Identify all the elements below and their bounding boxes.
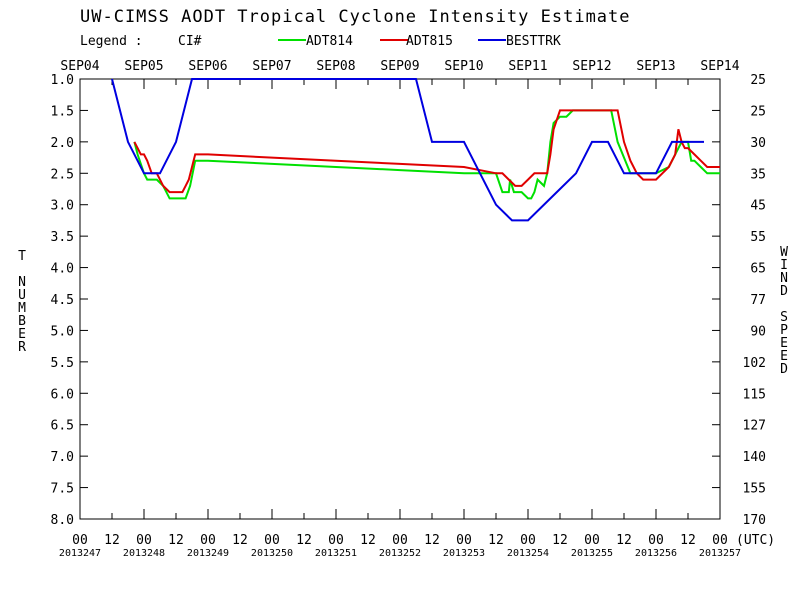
y-tick-label-left: 3.5	[51, 230, 74, 245]
top-date-label: SEP09	[380, 59, 419, 74]
x-tick-label: 12	[232, 533, 248, 548]
x-tick-label: 12	[424, 533, 440, 548]
top-date-label: SEP07	[252, 59, 291, 74]
series-line-besttrk	[111, 78, 704, 222]
x-tick-label: 12	[296, 533, 312, 548]
x-tick-label: 00	[520, 533, 536, 548]
y-tick-label-right: 127	[743, 419, 766, 434]
y-tick-label-right: 77	[750, 293, 766, 308]
julian-date-label: 2013248	[123, 548, 165, 559]
top-date-label: SEP06	[188, 59, 227, 74]
top-date-label: SEP10	[444, 59, 483, 74]
y-axis-left-title: T N U M B E R	[18, 249, 26, 355]
y-tick-label-right: 25	[750, 73, 766, 88]
x-tick-label: 12	[104, 533, 120, 548]
top-date-label: SEP11	[508, 59, 547, 74]
y-tick-label-right: 35	[750, 167, 766, 182]
x-axis-unit: (UTC)	[736, 533, 775, 548]
top-date-label: SEP13	[636, 59, 675, 74]
y-tick-label-left: 7.5	[51, 482, 74, 497]
legend-entry-adt814: ADT814	[306, 34, 353, 49]
y-tick-label-left: 6.5	[51, 419, 74, 434]
julian-date-label: 2013255	[571, 548, 613, 559]
y-tick-label-right: 30	[750, 136, 766, 151]
top-date-label: SEP12	[572, 59, 611, 74]
top-date-label: SEP04	[60, 59, 99, 74]
y-tick-label-left: 2.5	[51, 167, 74, 182]
top-date-label: SEP14	[700, 59, 739, 74]
series-line-adt815	[133, 109, 720, 194]
julian-date-label: 2013249	[187, 548, 229, 559]
x-tick-label: 12	[360, 533, 376, 548]
julian-date-label: 2013250	[251, 548, 293, 559]
y-tick-label-left: 2.0	[51, 136, 74, 151]
y-tick-label-left: 1.0	[51, 73, 74, 88]
julian-date-label: 2013254	[507, 548, 549, 559]
y-tick-label-right: 140	[743, 450, 766, 465]
top-date-labels: SEP04 SEP05 SEP06 SEP07 SEP08 SEP09 SEP10 SEP11…	[60, 59, 739, 74]
julian-date-label: 2013253	[443, 548, 485, 559]
y-tick-label-left: 5.5	[51, 356, 74, 371]
y-tick-label-left: 4.5	[51, 293, 74, 308]
legend-ci-label: CI#	[178, 34, 202, 49]
legend-label: Legend :	[80, 34, 143, 49]
y-tick-label-right: 25	[750, 104, 766, 119]
y-axis-left-title-word-0: T	[18, 249, 26, 264]
x-tick-label: 00	[264, 533, 280, 548]
chart-title: UW-CIMSS AODT Tropical Cyclone Intensity…	[80, 7, 631, 27]
x-tick-label: 12	[680, 533, 696, 548]
y-axis-right: 25 25 30 35 45 55 65 77 90 102 115 127 140 155 170	[712, 73, 766, 528]
y-tick-label-right: 155	[743, 482, 766, 497]
x-tick-label: 12	[168, 533, 184, 548]
top-date-label: SEP08	[316, 59, 355, 74]
julian-date-label: 2013257	[699, 548, 741, 559]
x-tick-label: 12	[552, 533, 568, 548]
y-tick-label-right: 102	[743, 356, 766, 371]
y-tick-label-right: 90	[750, 324, 766, 339]
x-tick-label: 00	[328, 533, 344, 548]
x-tick-label: 00	[584, 533, 600, 548]
legend: Legend : CI# ADT814 ADT815 BESTTRK	[80, 34, 561, 49]
y-tick-label-left: 5.0	[51, 324, 74, 339]
plot-area	[111, 78, 720, 222]
y-tick-label-left: 7.0	[51, 450, 74, 465]
y-axis-left: 1.0 1.5 2.0 2.5 3.0 3.5 4.0 4.5 5.0 5.5 6.0 6.5 7.0 7…	[51, 73, 88, 528]
legend-entry-besttrk: BESTTRK	[506, 34, 561, 49]
y-tick-label-right: 45	[750, 199, 766, 214]
y-tick-label-right: 170	[743, 513, 766, 528]
y-tick-label-left: 3.0	[51, 199, 74, 214]
top-date-label: SEP05	[124, 59, 163, 74]
x-tick-label: 00	[72, 533, 88, 548]
series-line-adt814	[133, 109, 720, 200]
y-tick-label-left: 1.5	[51, 104, 74, 119]
julian-date-label: 2013247	[59, 548, 101, 559]
x-axis: 00 12 00 12 00 12 00 12 00 12 00 12 00 12 00 12 00 12 00 12…	[59, 79, 741, 559]
y-tick-label-left: 6.0	[51, 387, 74, 402]
x-tick-label: 00	[392, 533, 408, 548]
y-tick-label-left: 4.0	[51, 262, 74, 277]
y-axis-right-title: W I N D S P E E D	[780, 245, 788, 377]
julian-date-label: 2013256	[635, 548, 677, 559]
x-tick-label: 00	[136, 533, 152, 548]
x-tick-label: 12	[616, 533, 632, 548]
legend-entry-adt815: ADT815	[406, 34, 453, 49]
julian-date-label: 2013252	[379, 548, 421, 559]
y-tick-label-left: 8.0	[51, 513, 74, 528]
x-tick-label: 12	[488, 533, 504, 548]
julian-date-label: 2013251	[315, 548, 357, 559]
x-tick-label: 00	[648, 533, 664, 548]
y-tick-label-right: 65	[750, 262, 766, 277]
y-tick-label-right: 55	[750, 230, 766, 245]
y-tick-label-right: 115	[743, 387, 766, 402]
x-tick-label: 00	[456, 533, 472, 548]
x-tick-label: 00	[200, 533, 216, 548]
x-tick-label: 00	[712, 533, 728, 548]
